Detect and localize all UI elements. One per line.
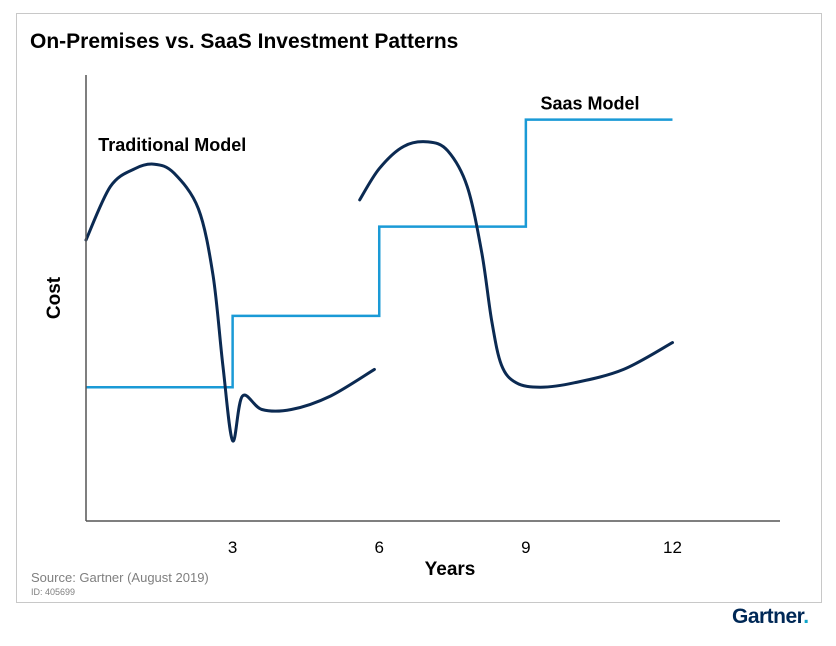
saas-model-line — [86, 118, 673, 389]
logo-text: Gartner — [732, 605, 804, 628]
x-tick-label: 3 — [228, 538, 237, 557]
traditional-model-curve-1 — [84, 162, 376, 443]
logo-dot: . — [803, 605, 809, 628]
annotation-saas-model: Saas Model — [541, 94, 640, 114]
x-tick-label: 12 — [663, 538, 682, 557]
source-note: Source: Gartner (August 2019) — [31, 570, 209, 585]
gartner-logo: Gartner. — [732, 605, 809, 629]
chart-frame — [16, 13, 822, 603]
annotation-traditional-model: Traditional Model — [98, 135, 246, 155]
y-axis-title: Cost — [44, 276, 65, 319]
x-tick-label: 9 — [521, 538, 530, 557]
chart-title: On-Premises vs. SaaS Investment Patterns — [30, 30, 459, 53]
x-axis-title: Years — [425, 559, 476, 580]
document-id: ID: 405699 — [31, 587, 76, 597]
x-tick-label: 6 — [375, 538, 384, 557]
traditional-model-curve-2 — [358, 140, 674, 389]
